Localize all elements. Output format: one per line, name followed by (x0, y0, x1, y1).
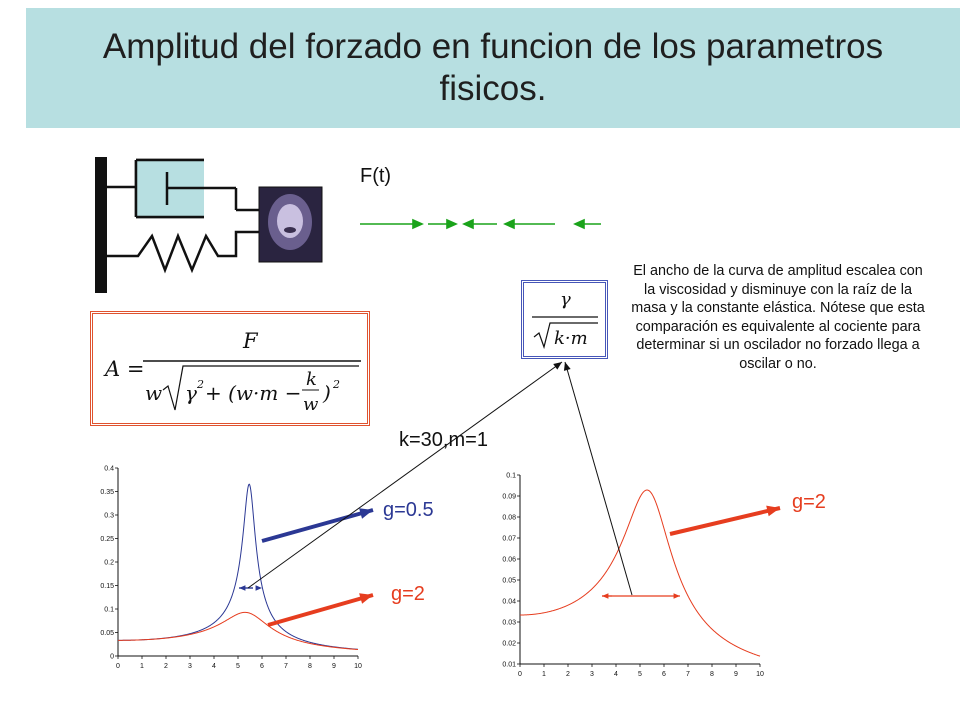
damper (107, 158, 260, 219)
x-tick-label: 9 (734, 671, 738, 678)
y-tick-label: 0.4 (104, 466, 114, 473)
formula-denominator: w γ 2 + (w·m − k w ) 2 (145, 365, 359, 415)
damping-ratio-formula: γ k·m (521, 280, 608, 359)
x-tick-label: 8 (308, 663, 312, 670)
y-tick-label: 0.07 (502, 536, 516, 543)
title-banner: Amplitud del forzado en funcion de los p… (26, 8, 960, 128)
y-tick-label: 0.1 (506, 473, 516, 480)
y-tick-label: 0.06 (502, 557, 516, 564)
y-tick-label: 0.25 (100, 536, 114, 543)
pointer-arrow-g-2-right (669, 506, 781, 536)
x-tick-label: 4 (212, 663, 216, 670)
svg-text:+ (w·m −: + (w·m − (205, 381, 301, 405)
x-tick-label: 1 (140, 663, 144, 670)
svg-text:2: 2 (332, 378, 340, 391)
ratio-numerator: γ (560, 289, 571, 310)
pointer-arrow-g-2-left (267, 593, 374, 627)
x-tick-label: 7 (284, 663, 288, 670)
svg-text:): ) (322, 381, 331, 405)
x-tick-label: 9 (332, 663, 336, 670)
y-tick-label: 0.15 (100, 583, 114, 590)
svg-text:γ: γ (185, 381, 197, 405)
svg-text:k: k (306, 369, 317, 390)
arrow-head (766, 505, 780, 517)
series-line (118, 483, 359, 650)
x-tick-label: 4 (614, 671, 618, 678)
wall (95, 157, 107, 293)
x-tick-label: 3 (590, 671, 594, 678)
curve-label-g-2-right: g=2 (792, 491, 826, 513)
y-tick-label: 0 (110, 654, 114, 661)
y-tick-label: 0.1 (104, 607, 114, 614)
x-tick-label: 6 (260, 663, 264, 670)
pointer-line-left (247, 361, 563, 589)
pointer-line-right (564, 361, 633, 596)
x-tick-label: 5 (638, 671, 642, 678)
arrow-head (359, 508, 373, 519)
y-tick-label: 0.05 (502, 578, 516, 585)
svg-text:w: w (145, 381, 162, 405)
x-tick-label: 10 (756, 671, 764, 678)
force-arrows (360, 218, 601, 230)
mass-photo (258, 186, 323, 263)
y-tick-label: 0.04 (502, 599, 516, 606)
curve-label-g-0-5: g=0.5 (383, 499, 434, 521)
pointer-arrow-g-0-5 (261, 508, 374, 543)
x-tick-label: 5 (236, 663, 240, 670)
y-tick-label: 0.09 (502, 494, 516, 501)
arrow-head (563, 362, 571, 371)
arrow-head (255, 585, 262, 591)
y-tick-label: 0.3 (104, 513, 114, 520)
formula-lhs: A = (103, 357, 144, 381)
explanatory-note: El ancho de la curva de amplitud escalea… (631, 263, 925, 372)
y-tick-label: 0.08 (502, 515, 516, 522)
x-tick-label: 1 (542, 671, 546, 678)
arrow-head (359, 593, 373, 604)
y-tick-label: 0.01 (502, 662, 516, 669)
x-tick-label: 6 (662, 671, 666, 678)
x-tick-label: 2 (164, 663, 168, 670)
x-tick-label: 0 (116, 663, 120, 670)
title-line-1: Amplitud del forzado en funcion de los p… (102, 27, 884, 66)
series-line (520, 489, 761, 657)
amplitude-formula: A = F w γ 2 + (w·m − k w ) 2 (90, 311, 370, 426)
curve-label-g-2-left: g=2 (391, 583, 425, 605)
svg-text:k·m: k·m (554, 328, 588, 349)
x-tick-label: 0 (518, 671, 522, 678)
svg-text:2: 2 (196, 378, 204, 391)
parameters-label: k=30,m=1 (399, 429, 488, 451)
arrow-head (239, 585, 246, 591)
y-tick-label: 0.05 (100, 630, 114, 637)
force-label: F(t) (360, 165, 392, 187)
x-tick-label: 7 (686, 671, 690, 678)
series-line (118, 611, 359, 651)
arrow-head (553, 362, 562, 370)
formula-numerator: F (242, 329, 259, 353)
y-tick-label: 0.02 (502, 641, 516, 648)
y-tick-label: 0.2 (104, 560, 114, 567)
spring (107, 230, 260, 274)
x-tick-label: 2 (566, 671, 570, 678)
x-tick-label: 8 (710, 671, 714, 678)
y-tick-label: 0.03 (502, 620, 516, 627)
title-line-2: fisicos. (439, 69, 547, 108)
x-tick-label: 10 (354, 663, 362, 670)
svg-text:w: w (303, 394, 319, 415)
y-tick-label: 0.35 (100, 489, 114, 496)
x-tick-label: 3 (188, 663, 192, 670)
